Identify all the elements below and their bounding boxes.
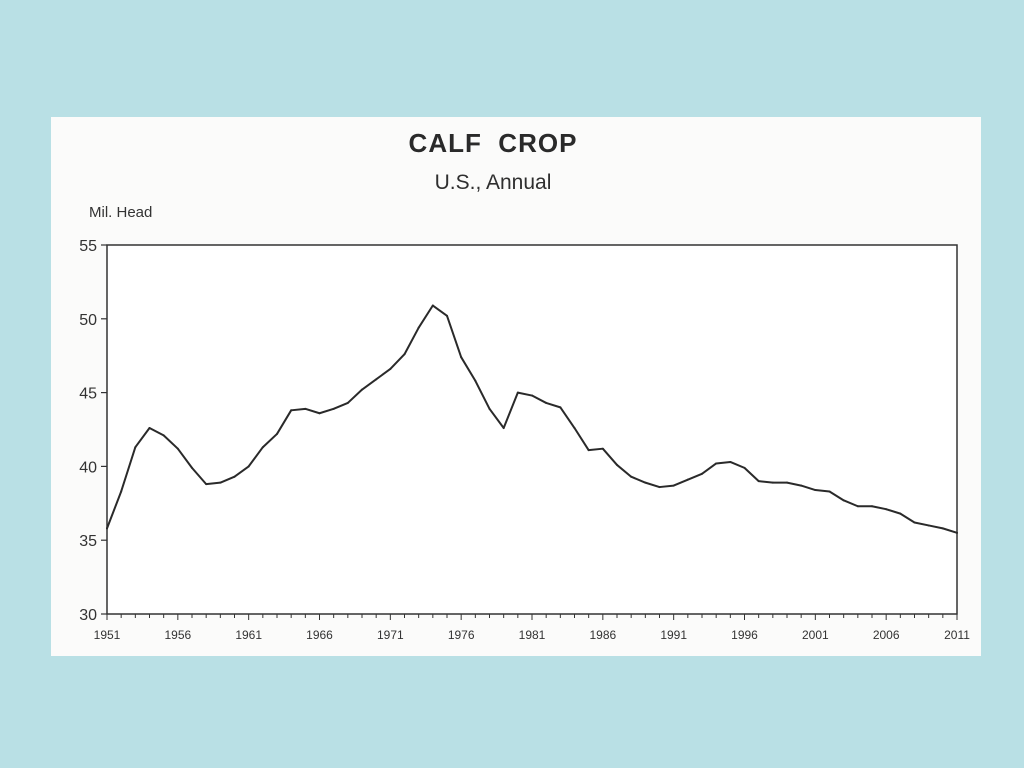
data-point: [361, 388, 363, 391]
chart-card: CALF CROP U.S., Annual Mil. Head 30 35 40 4…: [51, 117, 981, 656]
data-point: [729, 460, 732, 463]
x-tick-label: 1956: [164, 628, 191, 642]
data-point: [304, 407, 307, 410]
data-point: [573, 427, 576, 430]
y-tick-label: 35: [79, 533, 97, 550]
data-point: [885, 508, 888, 511]
chart-title: CALF CROP: [409, 128, 578, 158]
data-point: [176, 447, 179, 450]
x-tick-label: 1981: [519, 628, 546, 642]
data-point: [601, 447, 604, 450]
data-point: [460, 356, 463, 359]
data-point: [814, 489, 817, 492]
data-point: [148, 427, 151, 430]
data-point: [276, 432, 278, 435]
data-point: [417, 326, 420, 329]
x-tick-labels: 1951 1956 1961 1966 1971 1976 1981 1986 1991 1996…: [94, 628, 971, 642]
x-tick-label: 2001: [802, 628, 829, 642]
data-point: [531, 394, 533, 397]
series-points: [106, 304, 958, 534]
data-point: [715, 462, 718, 465]
data-point: [658, 486, 661, 489]
data-point: [474, 379, 477, 382]
data-point: [389, 367, 392, 370]
data-point: [800, 484, 803, 487]
axis-ticks: [101, 244, 958, 620]
data-point: [701, 472, 703, 475]
data-point: [205, 483, 208, 486]
data-point: [899, 512, 902, 515]
data-point: [786, 481, 788, 484]
data-point: [332, 407, 335, 410]
data-point: [318, 412, 321, 415]
y-tick-label: 50: [79, 312, 97, 329]
data-point: [644, 481, 647, 484]
data-point: [219, 481, 222, 484]
y-axis-label: Mil. Head: [89, 204, 152, 221]
x-tick-label: 1986: [589, 628, 616, 642]
chart-subtitle: U.S., Annual: [435, 171, 552, 194]
data-point: [842, 499, 845, 502]
data-point: [403, 353, 406, 356]
y-tick-label: 30: [79, 607, 97, 624]
y-tick-labels: 30 35 40 45 50 55: [79, 238, 97, 624]
data-point: [630, 475, 633, 478]
x-tick-label: 1996: [731, 628, 758, 642]
data-point: [502, 427, 505, 430]
data-point: [191, 466, 193, 469]
x-tick-label: 1966: [306, 628, 333, 642]
data-point: [913, 521, 916, 524]
x-tick-label: 1961: [235, 628, 262, 642]
data-point: [488, 407, 491, 410]
data-point: [431, 304, 434, 307]
data-point: [587, 449, 590, 452]
data-point: [856, 505, 859, 508]
x-tick-label: 1951: [94, 628, 121, 642]
x-tick-label: 1991: [660, 628, 687, 642]
calf-crop-chart: CALF CROP U.S., Annual Mil. Head 30 35 40 4…: [79, 128, 971, 642]
data-point: [106, 527, 108, 530]
data-point: [743, 466, 746, 469]
data-point: [757, 480, 760, 483]
x-tick-label: 2011: [944, 628, 970, 642]
data-point: [941, 527, 944, 530]
data-point: [559, 406, 562, 409]
x-tick-label: 1971: [377, 628, 404, 642]
data-point: [672, 484, 675, 487]
plot-area-frame: [106, 244, 958, 615]
data-point: [375, 378, 378, 381]
data-point: [346, 401, 349, 404]
y-tick-label: 40: [79, 459, 97, 476]
x-tick-label: 2006: [873, 628, 900, 642]
data-point: [290, 409, 293, 412]
x-tick-label: 1976: [448, 628, 475, 642]
data-point: [247, 465, 250, 468]
y-tick-label: 55: [79, 238, 97, 255]
data-point: [927, 524, 930, 527]
data-point: [686, 478, 689, 481]
data-point: [446, 314, 448, 317]
data-point: [233, 475, 236, 478]
data-point: [616, 463, 618, 466]
data-point: [871, 505, 873, 508]
data-point: [120, 490, 123, 493]
data-point: [516, 391, 519, 394]
data-point: [261, 446, 264, 449]
y-tick-label: 45: [79, 386, 97, 403]
data-point: [828, 490, 831, 493]
data-point: [956, 531, 958, 534]
data-point: [162, 434, 165, 437]
data-point: [545, 401, 548, 404]
data-point: [134, 446, 137, 449]
data-point: [771, 481, 774, 484]
